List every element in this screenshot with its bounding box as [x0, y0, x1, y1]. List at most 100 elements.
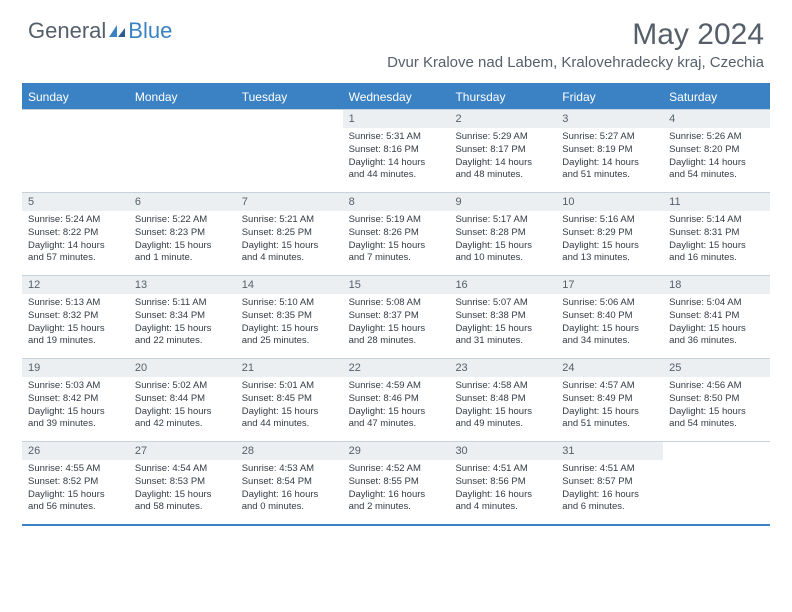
day-body: Sunrise: 5:02 AMSunset: 8:44 PMDaylight:…: [129, 377, 236, 435]
weekday-header: Thursday: [449, 85, 556, 109]
day-cell: 7Sunrise: 5:21 AMSunset: 8:25 PMDaylight…: [236, 193, 343, 275]
week-row: 5Sunrise: 5:24 AMSunset: 8:22 PMDaylight…: [22, 192, 770, 275]
day-body: Sunrise: 4:51 AMSunset: 8:56 PMDaylight:…: [449, 460, 556, 518]
day-body: Sunrise: 5:13 AMSunset: 8:32 PMDaylight:…: [22, 294, 129, 352]
weekday-header: Monday: [129, 85, 236, 109]
sunrise-line: Sunrise: 4:52 AM: [349, 463, 444, 476]
logo-sail-icon: [108, 24, 126, 38]
sunrise-line: Sunrise: 5:14 AM: [669, 214, 764, 227]
weekday-header: Saturday: [663, 85, 770, 109]
sunrise-line: Sunrise: 4:54 AM: [135, 463, 230, 476]
day-body: Sunrise: 5:08 AMSunset: 8:37 PMDaylight:…: [343, 294, 450, 352]
day-number: 8: [343, 193, 450, 211]
day-cell: 17Sunrise: 5:06 AMSunset: 8:40 PMDayligh…: [556, 276, 663, 358]
day-cell: 2Sunrise: 5:29 AMSunset: 8:17 PMDaylight…: [449, 110, 556, 192]
sunset-line: Sunset: 8:49 PM: [562, 393, 657, 406]
sunset-line: Sunset: 8:34 PM: [135, 310, 230, 323]
day-number: 1: [343, 110, 450, 128]
daylight-line: Daylight: 15 hours and 44 minutes.: [242, 406, 337, 432]
day-number: 24: [556, 359, 663, 377]
sunset-line: Sunset: 8:22 PM: [28, 227, 123, 240]
day-cell: 27Sunrise: 4:54 AMSunset: 8:53 PMDayligh…: [129, 442, 236, 524]
day-cell: 3Sunrise: 5:27 AMSunset: 8:19 PMDaylight…: [556, 110, 663, 192]
day-number: 19: [22, 359, 129, 377]
day-number: 25: [663, 359, 770, 377]
sunrise-line: Sunrise: 5:16 AM: [562, 214, 657, 227]
daylight-line: Daylight: 15 hours and 39 minutes.: [28, 406, 123, 432]
daylight-line: Daylight: 14 hours and 54 minutes.: [669, 157, 764, 183]
day-body: Sunrise: 4:59 AMSunset: 8:46 PMDaylight:…: [343, 377, 450, 435]
day-body: Sunrise: 5:11 AMSunset: 8:34 PMDaylight:…: [129, 294, 236, 352]
day-body: Sunrise: 4:53 AMSunset: 8:54 PMDaylight:…: [236, 460, 343, 518]
sunrise-line: Sunrise: 5:11 AM: [135, 297, 230, 310]
day-body: Sunrise: 5:22 AMSunset: 8:23 PMDaylight:…: [129, 211, 236, 269]
day-body: Sunrise: 5:04 AMSunset: 8:41 PMDaylight:…: [663, 294, 770, 352]
weekday-header: Wednesday: [343, 85, 450, 109]
sunrise-line: Sunrise: 5:04 AM: [669, 297, 764, 310]
day-number: 27: [129, 442, 236, 460]
day-cell: 23Sunrise: 4:58 AMSunset: 8:48 PMDayligh…: [449, 359, 556, 441]
day-body: Sunrise: 5:21 AMSunset: 8:25 PMDaylight:…: [236, 211, 343, 269]
weekday-header-row: SundayMondayTuesdayWednesdayThursdayFrid…: [22, 85, 770, 109]
sunset-line: Sunset: 8:20 PM: [669, 144, 764, 157]
sunset-line: Sunset: 8:44 PM: [135, 393, 230, 406]
sunset-line: Sunset: 8:17 PM: [455, 144, 550, 157]
day-number: 10: [556, 193, 663, 211]
day-cell: 8Sunrise: 5:19 AMSunset: 8:26 PMDaylight…: [343, 193, 450, 275]
day-number: 26: [22, 442, 129, 460]
day-cell: .: [236, 110, 343, 192]
sunset-line: Sunset: 8:57 PM: [562, 476, 657, 489]
day-cell: .: [663, 442, 770, 524]
sunrise-line: Sunrise: 5:19 AM: [349, 214, 444, 227]
sunrise-line: Sunrise: 5:22 AM: [135, 214, 230, 227]
day-cell: .: [22, 110, 129, 192]
day-body: Sunrise: 5:29 AMSunset: 8:17 PMDaylight:…: [449, 128, 556, 186]
day-cell: 9Sunrise: 5:17 AMSunset: 8:28 PMDaylight…: [449, 193, 556, 275]
day-number: 13: [129, 276, 236, 294]
sunset-line: Sunset: 8:32 PM: [28, 310, 123, 323]
day-body: Sunrise: 4:57 AMSunset: 8:49 PMDaylight:…: [556, 377, 663, 435]
day-number: 16: [449, 276, 556, 294]
daylight-line: Daylight: 15 hours and 7 minutes.: [349, 240, 444, 266]
sunset-line: Sunset: 8:16 PM: [349, 144, 444, 157]
day-cell: 25Sunrise: 4:56 AMSunset: 8:50 PMDayligh…: [663, 359, 770, 441]
day-number: 5: [22, 193, 129, 211]
day-body: Sunrise: 5:27 AMSunset: 8:19 PMDaylight:…: [556, 128, 663, 186]
day-cell: 18Sunrise: 5:04 AMSunset: 8:41 PMDayligh…: [663, 276, 770, 358]
sunrise-line: Sunrise: 5:03 AM: [28, 380, 123, 393]
month-title: May 2024: [387, 18, 764, 52]
sunset-line: Sunset: 8:45 PM: [242, 393, 337, 406]
daylight-line: Daylight: 15 hours and 56 minutes.: [28, 489, 123, 515]
sunrise-line: Sunrise: 5:02 AM: [135, 380, 230, 393]
day-body: Sunrise: 5:01 AMSunset: 8:45 PMDaylight:…: [236, 377, 343, 435]
sunrise-line: Sunrise: 5:26 AM: [669, 131, 764, 144]
daylight-line: Daylight: 15 hours and 1 minute.: [135, 240, 230, 266]
day-cell: 31Sunrise: 4:51 AMSunset: 8:57 PMDayligh…: [556, 442, 663, 524]
sunset-line: Sunset: 8:38 PM: [455, 310, 550, 323]
day-number: 12: [22, 276, 129, 294]
sunset-line: Sunset: 8:53 PM: [135, 476, 230, 489]
day-body: Sunrise: 5:31 AMSunset: 8:16 PMDaylight:…: [343, 128, 450, 186]
daylight-line: Daylight: 15 hours and 36 minutes.: [669, 323, 764, 349]
daylight-line: Daylight: 14 hours and 57 minutes.: [28, 240, 123, 266]
sunrise-line: Sunrise: 5:17 AM: [455, 214, 550, 227]
sunrise-line: Sunrise: 4:56 AM: [669, 380, 764, 393]
day-body: Sunrise: 5:26 AMSunset: 8:20 PMDaylight:…: [663, 128, 770, 186]
daylight-line: Daylight: 16 hours and 2 minutes.: [349, 489, 444, 515]
logo: General Blue: [28, 18, 172, 44]
day-cell: 22Sunrise: 4:59 AMSunset: 8:46 PMDayligh…: [343, 359, 450, 441]
daylight-line: Daylight: 16 hours and 0 minutes.: [242, 489, 337, 515]
day-cell: 26Sunrise: 4:55 AMSunset: 8:52 PMDayligh…: [22, 442, 129, 524]
daylight-line: Daylight: 15 hours and 22 minutes.: [135, 323, 230, 349]
day-body: Sunrise: 5:06 AMSunset: 8:40 PMDaylight:…: [556, 294, 663, 352]
day-cell: 29Sunrise: 4:52 AMSunset: 8:55 PMDayligh…: [343, 442, 450, 524]
day-number: 18: [663, 276, 770, 294]
sunset-line: Sunset: 8:40 PM: [562, 310, 657, 323]
sunset-line: Sunset: 8:56 PM: [455, 476, 550, 489]
sunset-line: Sunset: 8:46 PM: [349, 393, 444, 406]
sunrise-line: Sunrise: 5:24 AM: [28, 214, 123, 227]
day-cell: 11Sunrise: 5:14 AMSunset: 8:31 PMDayligh…: [663, 193, 770, 275]
sunrise-line: Sunrise: 5:29 AM: [455, 131, 550, 144]
logo-text-blue: Blue: [128, 18, 172, 44]
day-body: Sunrise: 5:07 AMSunset: 8:38 PMDaylight:…: [449, 294, 556, 352]
